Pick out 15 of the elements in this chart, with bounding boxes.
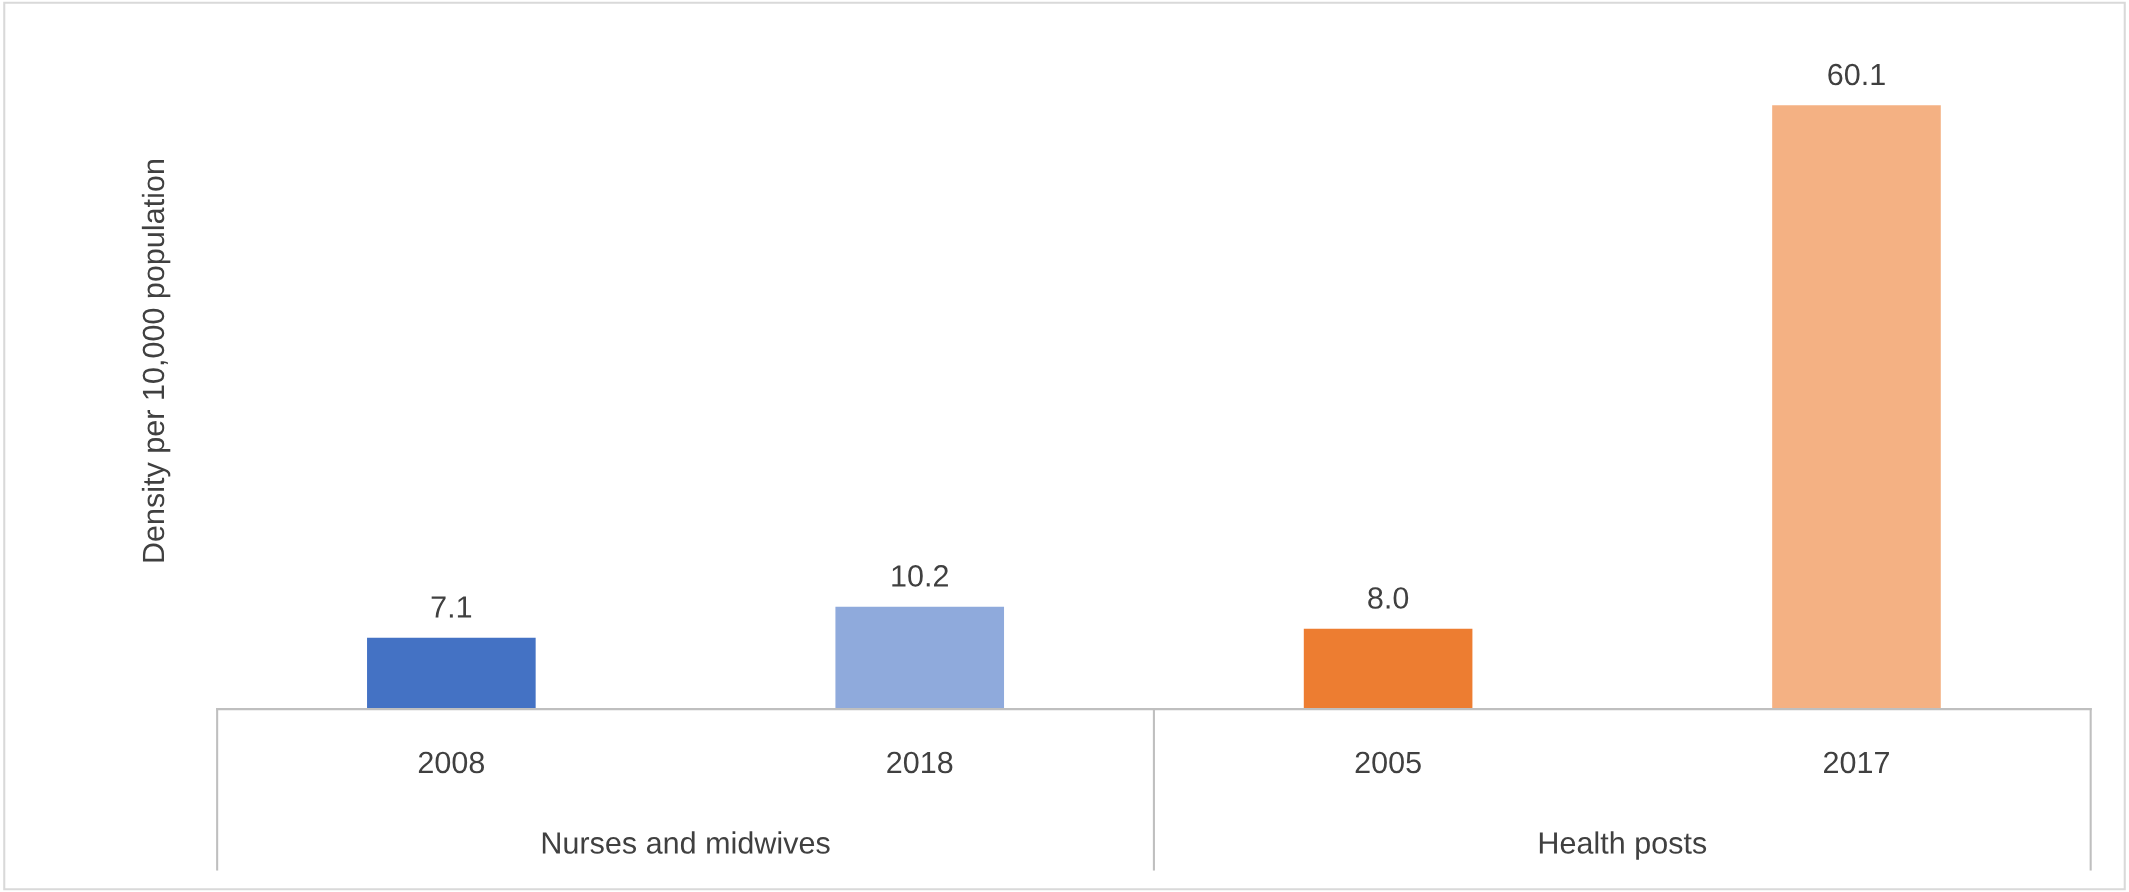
text: Nurses and midwives	[542, 831, 830, 854]
x-tick-label: 2017	[1824, 751, 1889, 774]
y-axis-title: Density per 10,000 population	[141, 160, 171, 562]
data-label: 7.1	[431, 596, 472, 618]
text: Health posts	[1539, 831, 1707, 860]
data-label: 10.2	[892, 565, 948, 587]
data-label: 60.1	[1828, 63, 1885, 86]
data-label: 8.0	[1368, 587, 1409, 609]
x-tick-label: 2005	[1355, 751, 1421, 774]
bar	[367, 637, 536, 710]
x-tick-label: 2018	[887, 751, 953, 774]
bar	[835, 606, 1005, 710]
x-tick-label: 2008	[418, 751, 485, 774]
bar	[1303, 628, 1473, 710]
bar	[1772, 105, 1941, 710]
